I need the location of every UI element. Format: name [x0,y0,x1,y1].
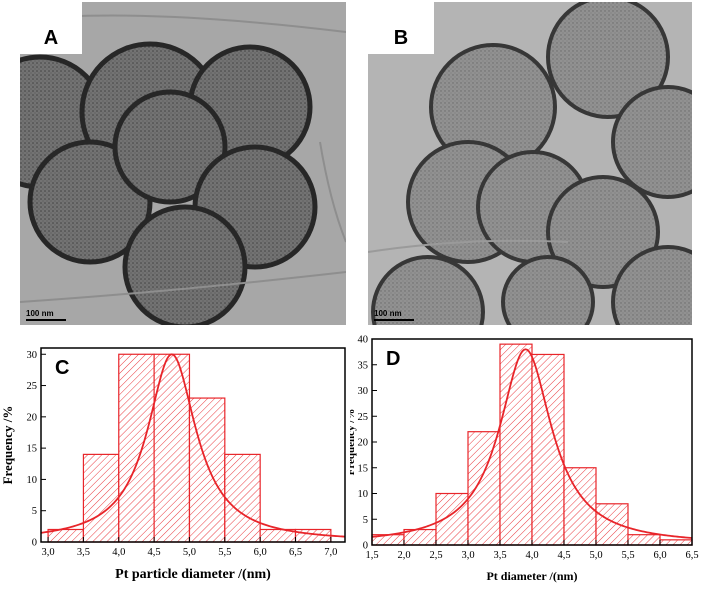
hist-d-x-tick-label: 4,0 [525,550,538,561]
hist-c-x-tick-label: 6,5 [289,547,302,558]
hist-d-y-tick-label: 20 [358,438,369,449]
hist-d-x-axis-label: Pt diameter /(nm) [486,569,577,583]
hist-d-y-tick-label: 5 [363,515,368,526]
hist-c-y-tick-label: 25 [27,381,38,392]
histogram-d-svg: 1,5 2,0 2,5 3,0 3,5 4,0 4,5 5,0 5,5 6,0 6,5 0 5 10 15 2… [345,335,699,584]
hist-d-y-tick-label: 15 [358,463,369,474]
hist-c-y-tick-label: 5 [32,506,37,517]
scale-label-a: 100 nm [26,309,54,318]
panel-label-d: D [386,348,400,370]
hist-d-x-tick-label: 3,0 [461,550,474,561]
hist-c-bar [118,353,155,543]
hist-d-y-tick-label: 25 [358,412,369,423]
hist-c-y-tick-label: 15 [27,444,38,455]
hist-d-fit-curve [371,348,693,539]
hist-d-y-tick-label: 30 [358,386,369,397]
hist-c-bar [153,353,191,543]
hist-d-y-tick-label: 35 [358,360,369,371]
hist-c-bar [188,397,226,543]
hist-d-x-tick-label: 1,5 [365,550,378,561]
hist-c-y-tick-label: 10 [27,475,38,486]
histogram-c-svg: 3,0 3,5 4,0 4,5 5,0 5,5 6,0 6,5 7,0 0 5 10 15 20 25 30 P… [0,347,346,582]
hist-c-bar [224,453,261,543]
tem-image-a-art [20,2,346,325]
hist-d-y-tick-label: 0 [363,541,368,552]
histogram-c: 3,0 3,5 4,0 4,5 5,0 5,5 6,0 6,5 7,0 0 5 10 15 20 25 30 P… [0,330,350,585]
hist-c-x-tick-label: 3,5 [77,547,90,558]
panel-label-a: A [20,2,82,54]
hist-d-bar [595,503,629,546]
hist-c-x-tick-label: 3,0 [42,547,55,558]
hist-d-x-tick-label: 3,5 [493,550,506,561]
hist-d-x-tick-label: 5,0 [589,550,602,561]
hist-c-x-tick-label: 4,5 [148,547,161,558]
tem-image-b-art [368,2,692,325]
hist-c-x-tick-label: 5,0 [183,547,196,558]
tem-image-a: A 100 nm [20,2,346,325]
hist-c-x-tick-label: 4,0 [112,547,125,558]
scale-bar-b [374,319,414,321]
scale-label-b: 100 nm [374,309,402,318]
hist-c-fit-curve [40,353,346,538]
hist-d-x-tick-label: 2,0 [397,550,410,561]
hist-d-x-tick-label: 6,5 [685,550,698,561]
scale-bar-a [26,319,66,321]
hist-d-bar [659,539,693,546]
panel-label-b: B [368,2,434,54]
hist-c-x-axis-label: Pt particle diameter /(nm) [115,567,271,582]
hist-d-bar [499,343,533,546]
hist-d-y-axis-label: Frequency /% [350,409,357,476]
hist-d-bar [467,431,501,546]
hist-d-y-tick-label: 10 [358,489,369,500]
hist-d-x-tick-label: 6,0 [653,550,666,561]
hist-d-x-tick-label: 2,5 [429,550,442,561]
hist-c-x-tick-label: 7,0 [324,547,337,558]
hist-d-x-tick-label: 4,5 [557,550,570,561]
hist-c-y-tick-label: 0 [32,538,37,549]
hist-c-y-tick-label: 20 [27,412,38,423]
tem-image-b: B 100 nm [368,2,692,325]
histogram-d: 1,5 2,0 2,5 3,0 3,5 4,0 4,5 5,0 5,5 6,0 6,5 0 5 10 15 2… [345,330,702,585]
hist-c-frame [40,347,346,543]
hist-c-y-axis-label: Frequency /% [0,406,15,485]
hist-c-y-tick-label: 30 [27,350,38,361]
hist-d-bar [435,492,469,546]
hist-c-x-tick-label: 5,5 [218,547,231,558]
hist-c-x-tick-label: 6,0 [254,547,267,558]
panel-label-c: C [55,357,69,379]
hist-d-y-tick-label: 40 [358,335,369,346]
hist-d-x-tick-label: 5,5 [621,550,634,561]
hist-d-bar [627,534,661,546]
hist-c-bar [82,453,120,543]
